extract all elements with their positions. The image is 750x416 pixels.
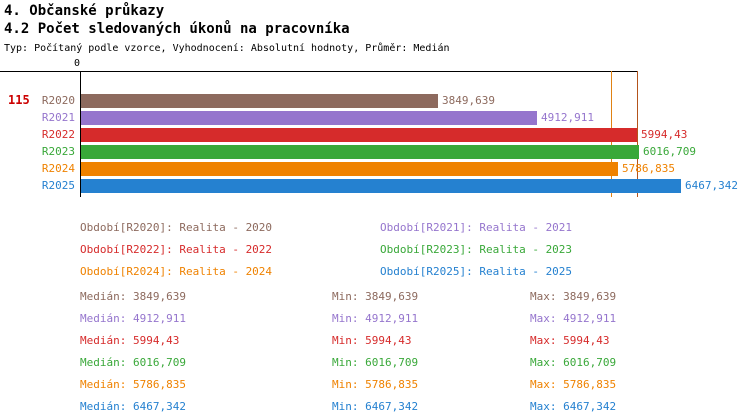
legend-item: Období[R2023]: Realita - 2023 <box>380 243 573 256</box>
bar <box>81 144 639 159</box>
stats-table: Medián: 3849,639 Min: 3849,639 Max: 3849… <box>80 290 616 414</box>
category-label: R2021 <box>41 111 75 124</box>
bar <box>81 178 681 193</box>
bar-row: R2023 6016,709 <box>0 143 750 160</box>
chart-subtitle: Typ: Počítaný podle vzorce, Vyhodnocení:… <box>4 43 450 54</box>
stat-median: Medián: 6016,709 <box>80 356 186 369</box>
stat-min: Min: 6016,709 <box>332 356 419 369</box>
category-label: R2022 <box>41 128 75 141</box>
category-label: R2025 <box>41 179 75 192</box>
marker-line-2 <box>637 71 638 197</box>
stat-min: Min: 6467,342 <box>332 400 419 413</box>
stat-median: Medián: 4912,911 <box>80 312 186 325</box>
category-label: R2024 <box>41 162 75 175</box>
stat-median: Medián: 6467,342 <box>80 400 186 413</box>
bar-value-label: 6016,709 <box>643 145 696 158</box>
stat-max: Max: 4912,911 <box>530 312 617 325</box>
stat-max: Max: 3849,639 <box>530 290 617 303</box>
legend-item: Období[R2020]: Realita - 2020 <box>80 221 273 234</box>
stat-min: Min: 5786,835 <box>332 378 419 391</box>
bar-value-label: 5786,835 <box>622 162 675 175</box>
bar <box>81 127 637 142</box>
bar <box>81 110 537 125</box>
stat-median: Medián: 3849,639 <box>80 290 186 303</box>
stat-max: Max: 6467,342 <box>530 400 617 413</box>
bar-row: R2025 6467,342 <box>0 177 750 194</box>
bar-row: R2024 5786,835 <box>0 160 750 177</box>
bar-row: R2021 4912,911 <box>0 109 750 126</box>
legend-item: Období[R2025]: Realita - 2025 <box>380 265 573 278</box>
bar-value-label: 3849,639 <box>442 94 495 107</box>
stat-min: Min: 5994,43 <box>332 334 412 347</box>
section-title: 4. Občanské průkazy <box>4 3 165 19</box>
bar-value-label: 6467,342 <box>685 179 738 192</box>
y-axis-line <box>80 71 81 197</box>
legend-item: Období[R2021]: Realita - 2021 <box>380 221 573 234</box>
row-count-label: 115 <box>8 93 30 107</box>
category-label: R2020 <box>41 94 75 107</box>
stat-max: Max: 5786,835 <box>530 378 617 391</box>
bar-row: R2022 5994,43 <box>0 126 750 143</box>
stat-min: Min: 4912,911 <box>332 312 419 325</box>
bar <box>81 161 618 176</box>
category-label: R2023 <box>41 145 75 158</box>
axis-zero-tick-label: 0 <box>73 58 81 69</box>
bar-chart: R2020 3849,639 R2021 4912,911 R2022 5994… <box>0 92 750 194</box>
bar-row: R2020 3849,639 <box>0 92 750 109</box>
bar <box>81 93 438 108</box>
bar-value-label: 4912,911 <box>541 111 594 124</box>
legend-item: Období[R2022]: Realita - 2022 <box>80 243 273 256</box>
stat-max: Max: 5994,43 <box>530 334 610 347</box>
stat-max: Max: 6016,709 <box>530 356 617 369</box>
bar-value-label: 5994,43 <box>641 128 688 141</box>
stat-median: Medián: 5786,835 <box>80 378 186 391</box>
axis-top-line <box>0 71 638 72</box>
legend-item: Období[R2024]: Realita - 2024 <box>80 265 273 278</box>
legend: Období[R2020]: Realita - 2020 Období[R20… <box>80 221 572 279</box>
stat-median: Medián: 5994,43 <box>80 334 180 347</box>
chart-title: 4.2 Počet sledovaných úkonů na pracovník… <box>4 21 350 37</box>
stat-min: Min: 3849,639 <box>332 290 419 303</box>
